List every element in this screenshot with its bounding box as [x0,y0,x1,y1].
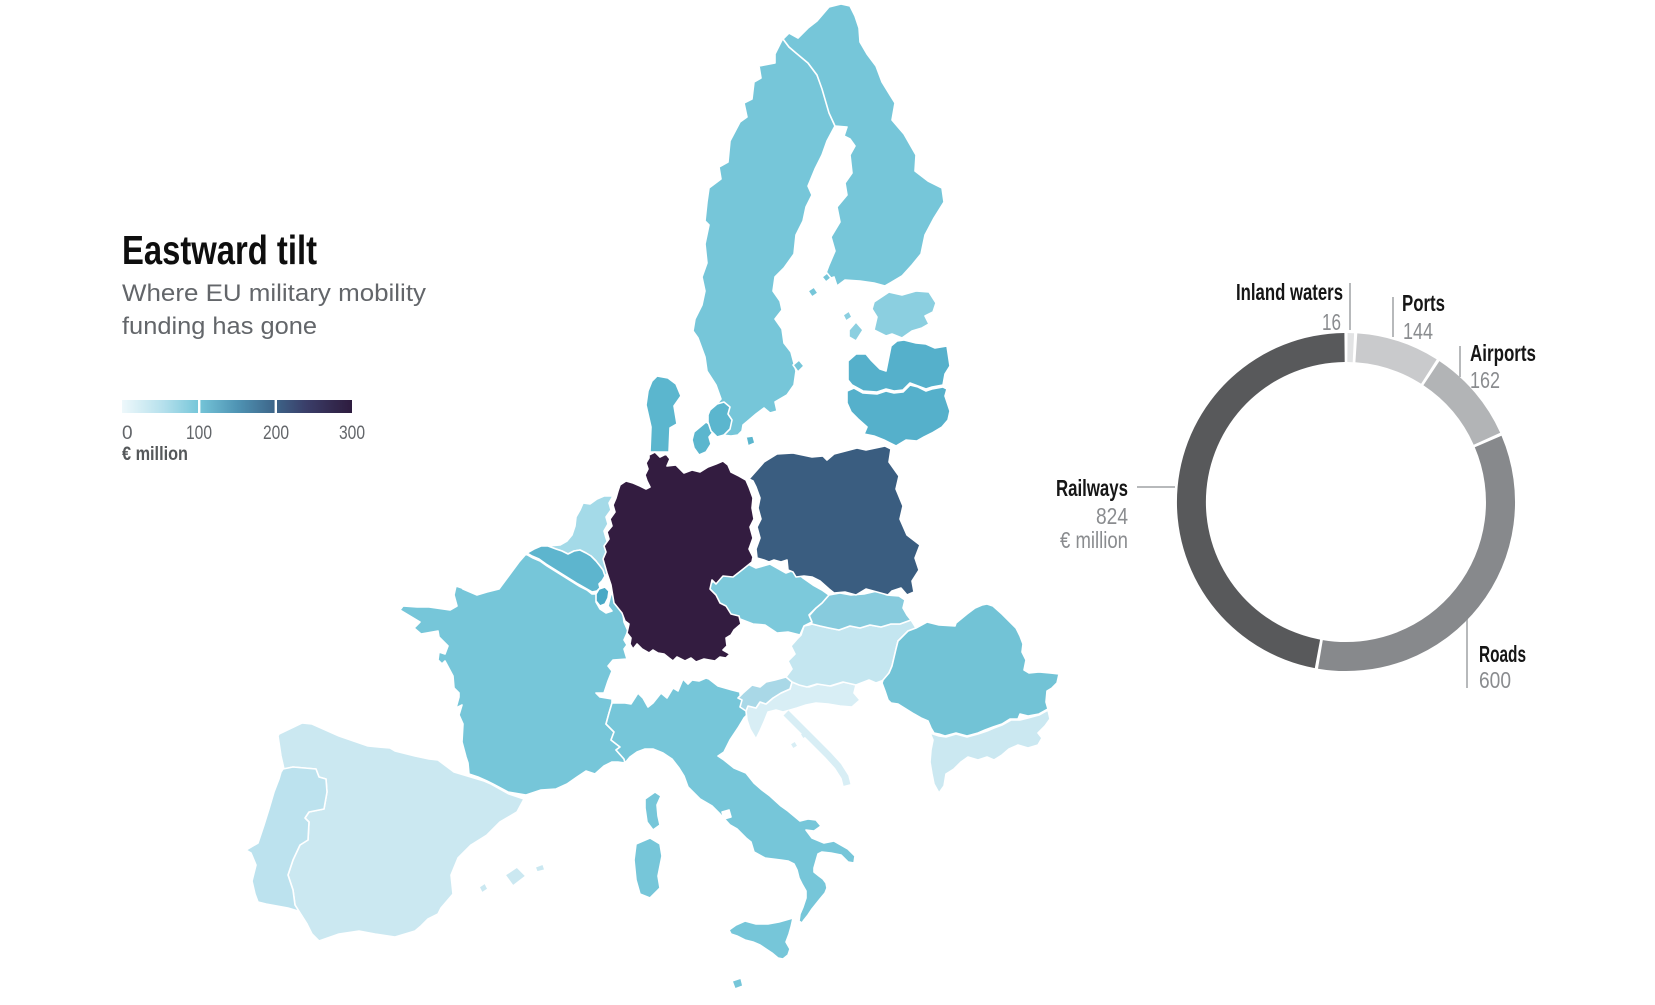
svg-text:600: 600 [1479,667,1511,693]
svg-text:162: 162 [1470,367,1500,393]
svg-text:Roads: Roads [1479,641,1526,667]
svg-text:Ports: Ports [1402,290,1445,316]
svg-text:100: 100 [186,423,212,444]
svg-text:0: 0 [122,423,133,444]
svg-text:200: 200 [263,423,289,444]
svg-text:€ million: € million [122,444,188,465]
svg-text:Eastward tilt: Eastward tilt [122,227,317,273]
svg-text:Railways: Railways [1056,475,1128,501]
svg-text:funding has gone: funding has gone [122,313,317,340]
svg-text:824: 824 [1096,503,1128,529]
svg-text:Where EU military mobility: Where EU military mobility [122,280,426,307]
svg-text:16: 16 [1322,309,1341,335]
svg-text:€ million: € million [1060,527,1128,553]
svg-text:300: 300 [339,423,365,444]
svg-text:144: 144 [1403,318,1433,344]
svg-text:Airports: Airports [1470,340,1536,366]
svg-text:Inland waters: Inland waters [1236,279,1343,305]
